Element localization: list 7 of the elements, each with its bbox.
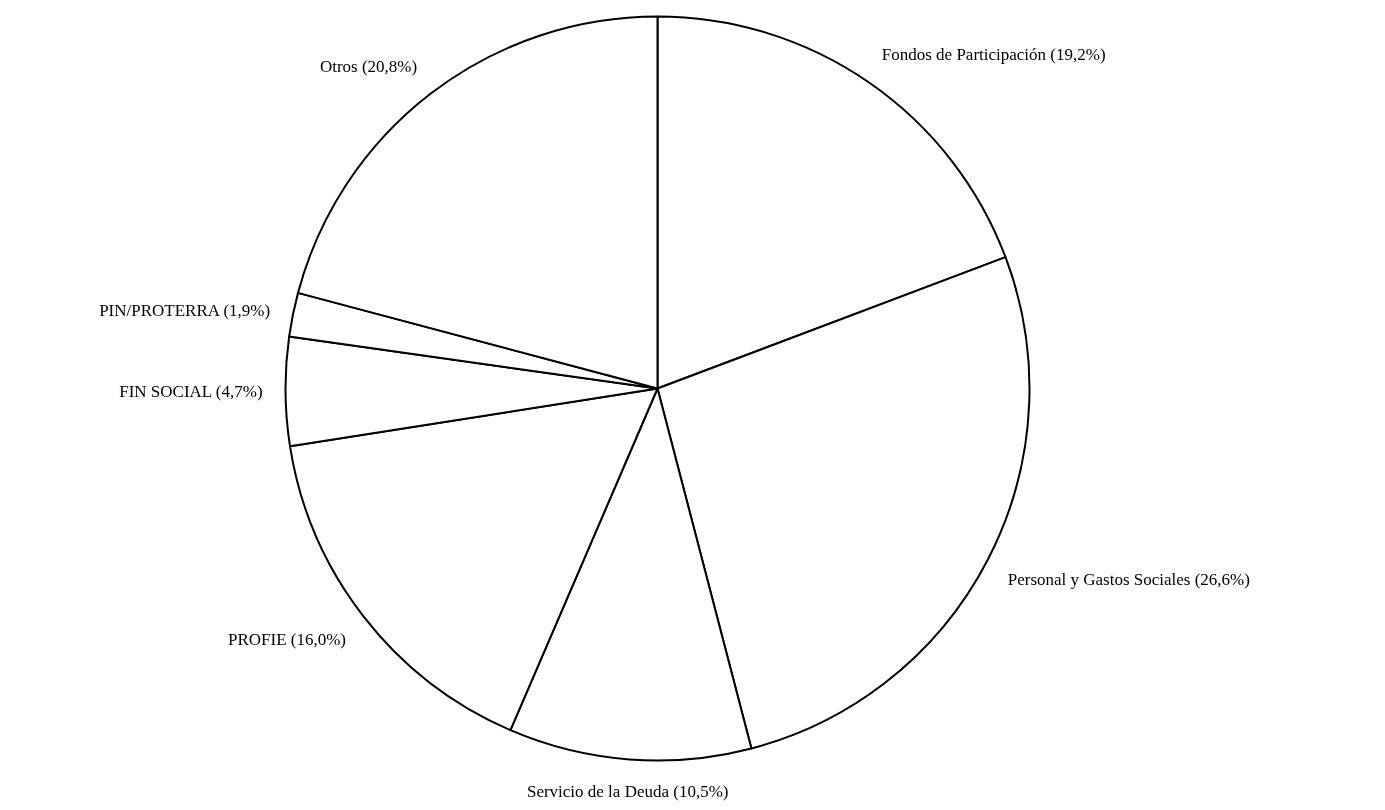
slice-label: Personal y Gastos Sociales (26,6%) [1007, 569, 1250, 589]
slice-label: PROFIE (16,0%) [227, 630, 347, 650]
slice-label: PIN/PROTERRA (1,9%) [99, 300, 271, 320]
slice-label: Otros (20,8%) [319, 56, 418, 76]
slice-label: Servicio de la Deuda (10,5%) [526, 781, 729, 801]
slice-label: FIN SOCIAL (4,7%) [119, 382, 263, 402]
slice-label: Fondos de Participación (19,2%) [881, 45, 1106, 65]
